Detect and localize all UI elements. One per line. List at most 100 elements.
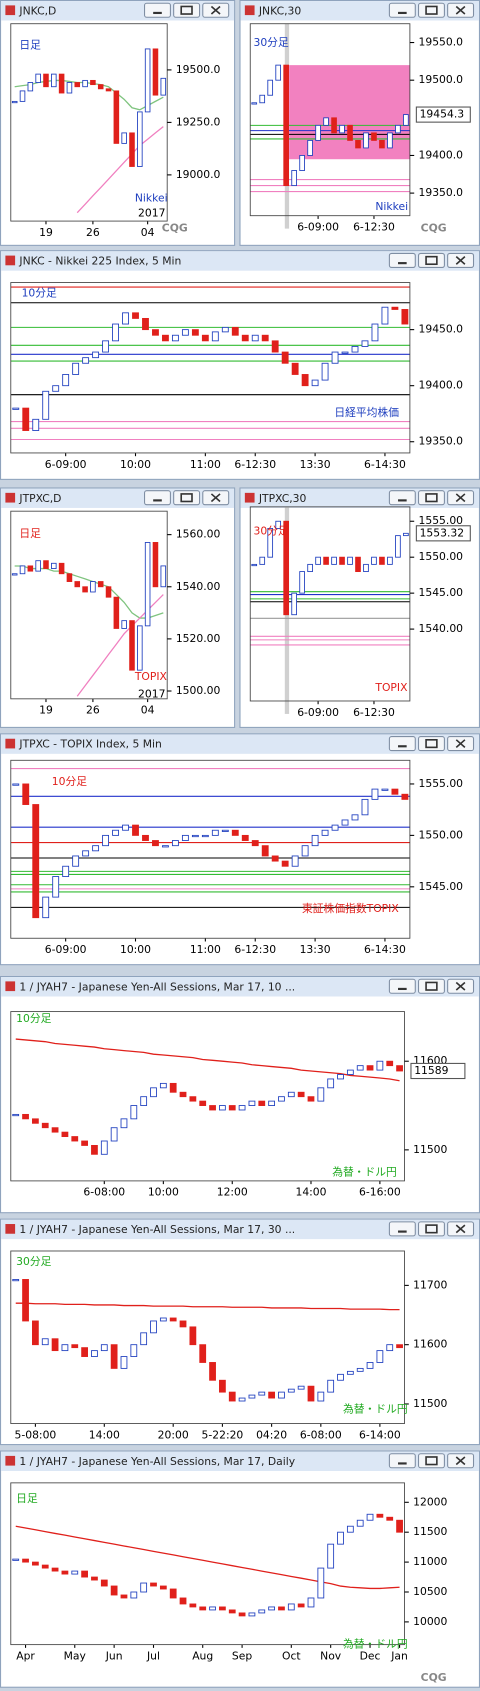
window-frame bbox=[0, 975, 480, 1214]
candle bbox=[169, 1317, 177, 1322]
x-tick-label: 6-16:00 bbox=[359, 1186, 401, 1199]
window-title: 1 / JYAH7 - Japanese Yen-All Sessions, M… bbox=[19, 1455, 295, 1468]
restore-button[interactable] bbox=[173, 490, 201, 506]
button-glyph bbox=[425, 1224, 438, 1234]
close-button[interactable] bbox=[447, 978, 475, 994]
candle bbox=[241, 834, 249, 841]
close-button[interactable] bbox=[447, 1453, 475, 1469]
window-title: JNKC,D bbox=[18, 4, 56, 17]
minimize-button[interactable] bbox=[388, 490, 416, 506]
button-glyph bbox=[398, 262, 407, 265]
candle bbox=[22, 1113, 29, 1120]
candle bbox=[140, 1582, 148, 1593]
candle bbox=[297, 1603, 305, 1608]
button-glyph bbox=[455, 493, 466, 503]
button-face bbox=[388, 978, 416, 994]
candle bbox=[238, 1612, 246, 1617]
candle bbox=[105, 88, 112, 92]
candle bbox=[221, 326, 229, 333]
button-face bbox=[388, 252, 416, 268]
button-glyph bbox=[455, 256, 466, 265]
x-tick-label: 6-09:00 bbox=[45, 943, 87, 956]
annotation: 為替・ドル円 bbox=[343, 1403, 408, 1416]
minimize-button[interactable] bbox=[388, 1221, 416, 1237]
close-button[interactable] bbox=[447, 1221, 475, 1237]
candle bbox=[122, 312, 129, 325]
candle bbox=[317, 1567, 325, 1599]
restore-button[interactable] bbox=[417, 252, 445, 268]
candle bbox=[376, 1060, 384, 1071]
close-button[interactable] bbox=[202, 2, 230, 18]
button-glyph bbox=[455, 1224, 466, 1234]
candle bbox=[209, 1105, 216, 1111]
candle bbox=[191, 329, 199, 336]
button-face bbox=[173, 490, 201, 506]
minimize-button[interactable] bbox=[144, 490, 171, 506]
restore-button[interactable] bbox=[417, 2, 445, 18]
candle bbox=[267, 528, 274, 558]
candle bbox=[137, 111, 143, 167]
plot-frame bbox=[10, 1011, 405, 1182]
candle bbox=[258, 1100, 266, 1106]
minimize-button[interactable] bbox=[388, 736, 416, 752]
annotation: 10分足 bbox=[22, 286, 57, 299]
candle bbox=[363, 563, 369, 573]
minimize-button[interactable] bbox=[144, 2, 171, 18]
candle bbox=[171, 334, 179, 342]
moving-average bbox=[15, 1038, 400, 1082]
candle bbox=[339, 556, 345, 565]
candle bbox=[351, 346, 359, 353]
close-button[interactable] bbox=[447, 490, 475, 506]
x-tick-label: 6-08:00 bbox=[83, 1186, 125, 1199]
x-tick-label: 14:00 bbox=[89, 1428, 120, 1441]
close-button[interactable] bbox=[202, 490, 230, 506]
close-button[interactable] bbox=[447, 736, 475, 752]
restore-button[interactable] bbox=[417, 1221, 445, 1237]
restore-button[interactable] bbox=[417, 1453, 445, 1469]
candle bbox=[346, 1069, 354, 1075]
candle bbox=[12, 1113, 20, 1117]
button-face bbox=[417, 1221, 445, 1237]
restore-button[interactable] bbox=[417, 490, 445, 506]
button-face bbox=[417, 2, 445, 18]
y-tick-label: 1545.00 bbox=[419, 586, 464, 599]
candle bbox=[323, 117, 329, 126]
candle bbox=[81, 1347, 88, 1357]
window-title: JTPXC,D bbox=[18, 492, 61, 505]
x-tick-label: 19 bbox=[39, 704, 53, 717]
candle bbox=[92, 845, 100, 852]
candle bbox=[72, 362, 80, 375]
candle bbox=[371, 323, 379, 342]
close-button[interactable] bbox=[447, 2, 475, 18]
candle bbox=[179, 1091, 187, 1098]
y-tick-label: 19550.0 bbox=[419, 36, 464, 49]
candle bbox=[74, 581, 81, 588]
candle bbox=[278, 1606, 285, 1611]
minimize-button[interactable] bbox=[388, 1453, 416, 1469]
candle bbox=[11, 100, 18, 104]
button-face bbox=[417, 978, 445, 994]
candle bbox=[258, 1391, 266, 1396]
minimize-button[interactable] bbox=[388, 252, 416, 268]
candle bbox=[92, 351, 100, 359]
restore-button[interactable] bbox=[417, 978, 445, 994]
x-tick-label: 6-14:00 bbox=[359, 1428, 401, 1441]
x-tick-label: Jul bbox=[146, 1649, 160, 1662]
candle bbox=[268, 1391, 276, 1399]
annotation: 日経平均株価 bbox=[334, 406, 399, 419]
candle bbox=[391, 788, 399, 795]
restore-button[interactable] bbox=[173, 2, 201, 18]
candle bbox=[387, 556, 393, 565]
minimize-button[interactable] bbox=[388, 2, 416, 18]
plot-frame bbox=[249, 506, 411, 702]
candle bbox=[396, 1519, 403, 1533]
candle bbox=[271, 340, 279, 353]
candle bbox=[100, 1344, 108, 1352]
close-button[interactable] bbox=[447, 252, 475, 268]
restore-button[interactable] bbox=[417, 736, 445, 752]
annotation: 東証株価指数TOPIX bbox=[302, 902, 399, 915]
last-price-label: 1553.32 bbox=[420, 526, 465, 539]
minimize-button[interactable] bbox=[388, 978, 416, 994]
candle bbox=[361, 798, 369, 816]
candle bbox=[91, 1576, 98, 1581]
